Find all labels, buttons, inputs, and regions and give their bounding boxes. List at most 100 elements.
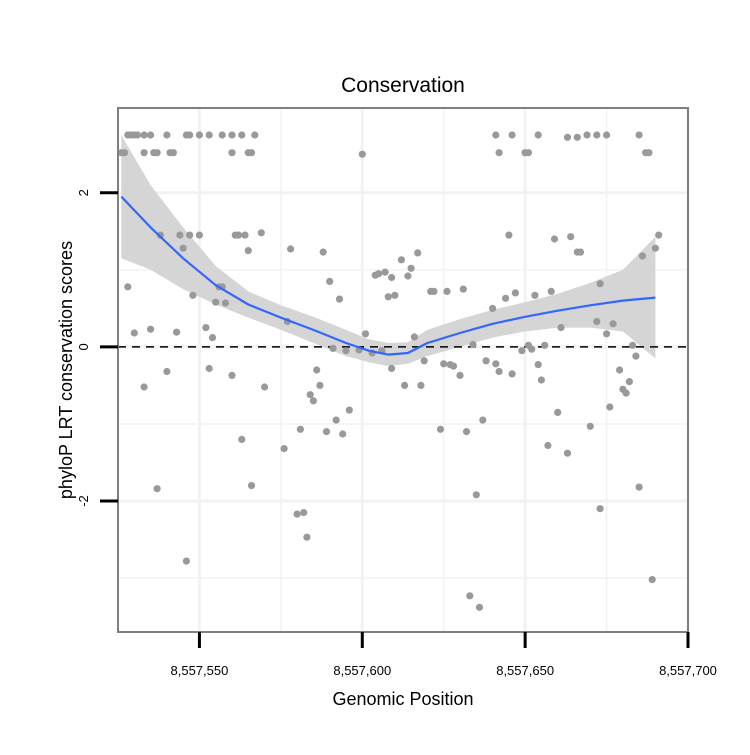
data-point <box>316 381 324 389</box>
data-point <box>228 131 236 139</box>
data-point <box>609 320 617 328</box>
data-point <box>163 131 171 139</box>
data-point <box>238 435 246 443</box>
data-point <box>420 357 428 365</box>
data-point <box>407 264 415 272</box>
x-tick-label: 8,557,600 <box>333 663 391 678</box>
data-point <box>322 428 331 436</box>
data-point <box>632 352 640 360</box>
x-tick-label: 8,557,700 <box>659 663 717 678</box>
chart-title: Conservation <box>341 74 465 97</box>
data-point <box>140 149 148 157</box>
data-point <box>489 304 497 312</box>
data-point <box>629 341 637 349</box>
data-point <box>648 576 656 584</box>
data-point <box>547 287 555 295</box>
smooth-line-layer <box>120 195 656 356</box>
data-point <box>635 483 643 491</box>
data-point <box>537 376 546 384</box>
panel-border <box>117 107 689 633</box>
data-point <box>391 291 399 299</box>
data-point <box>645 149 653 157</box>
data-point <box>186 131 194 139</box>
data-point <box>345 406 353 414</box>
data-point <box>361 330 370 338</box>
data-point <box>124 283 132 291</box>
data-point <box>388 364 396 373</box>
y-axis-label: phyloP LRT conservation scores <box>56 241 76 499</box>
data-point <box>417 381 425 389</box>
data-point <box>221 299 230 307</box>
data-point <box>603 131 611 139</box>
data-point <box>531 291 539 299</box>
data-point <box>205 131 213 139</box>
data-point <box>651 244 660 252</box>
data-point <box>655 231 663 239</box>
data-point <box>247 149 256 157</box>
y-tick-label: 0 <box>76 343 91 350</box>
data-point <box>534 131 542 139</box>
data-point <box>528 345 536 353</box>
data-point <box>280 445 288 453</box>
data-point <box>518 347 526 355</box>
data-point <box>472 491 480 499</box>
x-tick-label: 8,557,550 <box>171 663 229 678</box>
x-axis-label: Genomic Position <box>332 689 473 709</box>
data-point <box>234 231 243 239</box>
panel-frame-layer <box>117 107 689 633</box>
data-point <box>550 235 559 243</box>
data-point <box>410 333 418 341</box>
data-point <box>140 383 148 391</box>
data-point <box>475 603 484 611</box>
data-point <box>326 277 334 285</box>
data-point <box>306 391 314 399</box>
data-point <box>189 291 197 299</box>
data-point <box>257 229 265 237</box>
data-point <box>228 149 236 157</box>
data-point <box>567 233 575 241</box>
data-point <box>563 133 572 141</box>
data-point <box>495 367 503 376</box>
data-point <box>202 324 210 332</box>
data-point <box>147 131 155 139</box>
data-point <box>479 416 487 424</box>
x-tick-label: 8,557,650 <box>496 663 554 678</box>
data-point <box>335 295 344 303</box>
data-point <box>173 328 181 336</box>
grid-layer <box>118 108 690 632</box>
data-point <box>583 131 591 139</box>
data-point <box>557 324 565 332</box>
data-point <box>332 416 340 424</box>
data-point <box>576 248 585 256</box>
data-point <box>381 268 389 276</box>
data-point <box>218 131 226 139</box>
data-point <box>195 231 203 239</box>
data-point <box>153 149 161 157</box>
data-point <box>436 425 445 433</box>
data-point <box>544 441 552 450</box>
smooth-fit-line <box>120 195 656 356</box>
data-point <box>469 341 477 349</box>
data-point <box>251 131 259 139</box>
data-points-layer <box>117 131 663 611</box>
confidence-band <box>121 135 656 367</box>
data-point <box>238 131 246 139</box>
data-point <box>179 244 187 252</box>
confidence-band-layer <box>121 135 656 367</box>
data-point <box>319 248 327 256</box>
data-point <box>541 341 549 349</box>
data-point <box>492 131 500 139</box>
data-point <box>153 485 161 493</box>
data-point <box>593 317 601 326</box>
data-point <box>375 270 383 278</box>
data-point <box>593 131 601 139</box>
data-point <box>186 231 194 239</box>
data-point <box>430 287 438 295</box>
data-point <box>596 280 604 288</box>
data-point <box>358 150 366 158</box>
data-point <box>293 510 301 518</box>
data-point <box>625 378 634 386</box>
data-point <box>596 505 604 513</box>
data-point <box>511 289 519 297</box>
